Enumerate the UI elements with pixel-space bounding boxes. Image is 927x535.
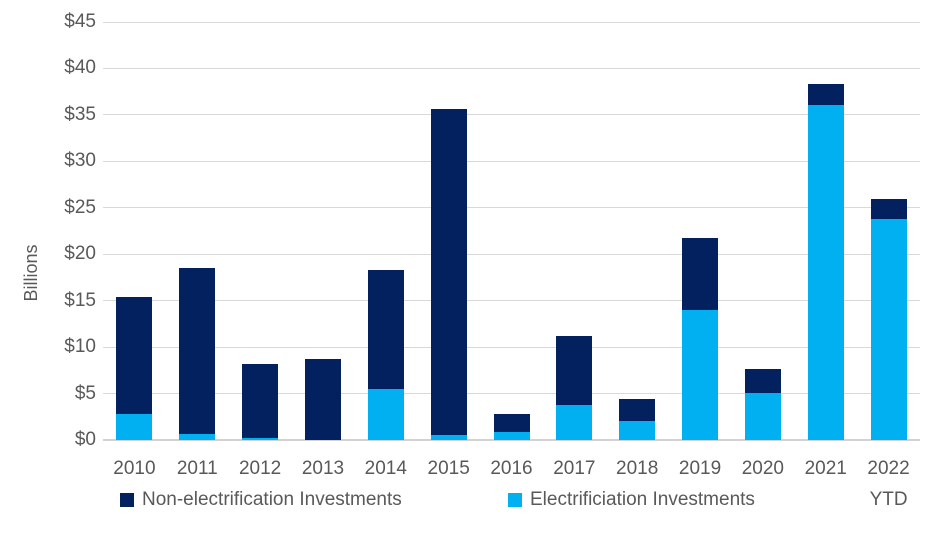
bar-2010-electrification [116,414,153,440]
legend-swatch-non-electrification-icon [120,493,134,507]
gridline-$45 [103,21,920,23]
bar-2015-non-electrification [430,109,467,436]
bar-2017-electrification [556,404,593,440]
plot-area [103,21,920,441]
gridline-$20 [103,253,920,255]
gridline-$35 [103,114,920,116]
bar-2011-electrification [179,434,216,440]
y-tick-$40: $40 [64,57,96,79]
x-tick-2013: 2013 [301,458,345,479]
x-tick-2012: 2012 [238,458,282,479]
gridline-$5 [103,393,920,395]
y-axis-tick-labels: $0 $5 $10 $15 $20 $25 $30 $35 $40 $45 [0,0,96,460]
x-tick-2015: 2015 [427,458,470,479]
x-tick-2022: 2022 YTD [857,452,920,515]
legend-item-electrification: Electrificiation Investments [508,488,755,512]
bar-2016-electrification [493,431,530,440]
x-axis-tick-labels: 2010 2011 2012 2013 2014 2015 2016 2017 2018 2019… [103,452,920,522]
bar-2022-electrification [870,218,907,440]
bar-2019-electrification [682,309,719,440]
x-tick-2018: 2018 [616,458,659,479]
gridline-$30 [103,160,920,162]
x-tick-sublabel-2022: YTD [869,489,908,510]
gridline-$10 [103,346,920,348]
legend: Non-electrification Investments Electrif… [0,488,927,518]
y-tick-$15: $15 [64,289,96,311]
legend-label-non-electrification: Non-electrification Investments [142,489,402,510]
bar-2018-non-electrification [619,399,656,421]
y-tick-$45: $45 [64,11,96,32]
x-tick-2010: 2010 [113,458,156,479]
x-tick-2011: 2011 [176,458,218,479]
bar-2017-non-electrification [556,335,593,405]
x-tick-2021: 2021 [804,458,847,479]
y-tick-$35: $35 [64,103,96,125]
bar-2013-non-electrification [304,359,341,440]
x-tick-2016: 2016 [490,458,533,479]
bar-2020-electrification [744,392,781,440]
bar-2015-electrification [430,435,467,440]
y-tick-$25: $25 [64,196,96,218]
bar-2011-non-electrification [179,268,216,435]
bar-2020-non-electrification [744,368,781,393]
legend-swatch-electrification-icon [508,493,522,507]
y-tick-$10: $10 [64,336,96,358]
bar-2021-non-electrification [807,84,844,105]
bar-2018-electrification [619,420,656,440]
legend-label-electrification: Electrificiation Investments [530,489,755,510]
x-tick-2017: 2017 [553,458,596,479]
bar-2012-electrification [242,438,279,440]
bar-2014-electrification [367,388,404,440]
x-tick-2020: 2020 [741,458,785,479]
y-tick-$20: $20 [64,243,96,265]
gridline-$0 [103,439,920,441]
bar-2016-non-electrification [493,414,530,432]
x-tick-2019: 2019 [678,458,722,479]
legend-item-non-electrification: Non-electrification Investments [120,488,402,512]
bar-2014-non-electrification [367,270,404,389]
gridline-$15 [103,300,920,302]
gridline-$40 [103,67,920,69]
bar-2022-non-electrification [870,199,907,219]
x-tick-2014: 2014 [364,458,407,479]
gridline-$25 [103,207,920,209]
y-tick-$5: $5 [74,382,96,404]
y-tick-$0: $0 [74,429,96,450]
bar-2021-electrification [807,104,844,440]
bar-2012-non-electrification [242,363,279,439]
bar-2019-non-electrification [682,237,719,310]
bar-2010-non-electrification [116,296,153,414]
y-tick-$30: $30 [64,150,96,172]
